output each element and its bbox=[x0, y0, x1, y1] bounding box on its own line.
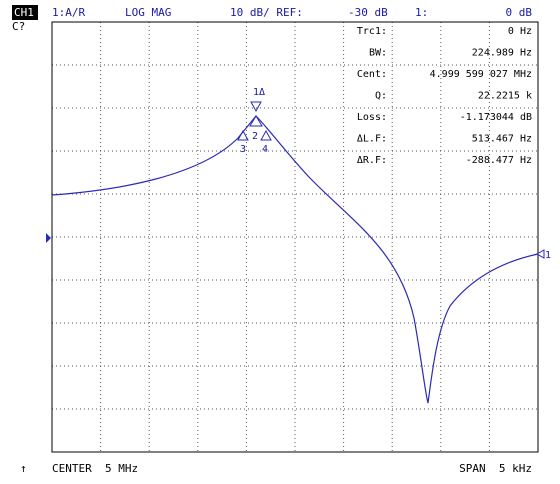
marker-4-label: 4 bbox=[262, 144, 268, 155]
center: CENTER 5 MHz bbox=[52, 462, 138, 475]
readout-value: 513.467 Hz bbox=[472, 134, 532, 145]
readout-label: ΔR.F: bbox=[357, 155, 387, 166]
marker-readout: Trc1: 0 Hz BW: 224.989 Hz Cent: 4.999 599 027… bbox=[357, 26, 532, 166]
marker-value: 0 dB bbox=[506, 6, 533, 19]
readout-value: 0 Hz bbox=[508, 26, 532, 37]
readout-value: 4.999 599 027 MHz bbox=[430, 69, 532, 80]
span: SPAN 5 kHz bbox=[459, 462, 532, 475]
channel: CH1 bbox=[14, 6, 34, 19]
measurement: 1:A/R bbox=[52, 6, 85, 19]
grid bbox=[52, 22, 538, 452]
reference-arrow bbox=[46, 233, 51, 243]
readout-value: -288.477 Hz bbox=[466, 155, 532, 166]
ref-marker bbox=[535, 249, 545, 259]
readout-label: BW: bbox=[369, 48, 387, 59]
reference: -30 dB bbox=[348, 6, 388, 19]
readout-value: -1.173044 dB bbox=[460, 112, 532, 123]
readout-label: ΔL.F: bbox=[357, 134, 387, 145]
marker-1 bbox=[250, 101, 262, 113]
trace bbox=[51, 115, 539, 404]
format: LOG MAG bbox=[125, 6, 171, 19]
marker-4 bbox=[260, 129, 272, 141]
readout-value: 224.989 Hz bbox=[472, 48, 532, 59]
marker-label: 1: bbox=[415, 6, 428, 19]
readout-value: 22.2215 k bbox=[478, 91, 532, 102]
marker-3 bbox=[237, 129, 249, 141]
marker-2-label: 2 bbox=[252, 131, 258, 142]
footer-arrow: ↑ bbox=[20, 462, 27, 475]
readout-label: Cent: bbox=[357, 69, 387, 80]
channel-box bbox=[12, 5, 38, 20]
marker-2 bbox=[249, 115, 263, 127]
marker-3-label: 3 bbox=[240, 144, 246, 155]
readout-label: Loss: bbox=[357, 112, 387, 123]
readout-label: Q: bbox=[375, 91, 387, 102]
status: C? bbox=[12, 20, 25, 33]
scale: 10 dB/ REF: bbox=[230, 6, 303, 19]
marker-1-label: 1Δ bbox=[253, 87, 265, 98]
ref-marker-label: 1 bbox=[545, 250, 551, 261]
readout-label: Trc1: bbox=[357, 26, 387, 37]
plot-frame bbox=[51, 21, 539, 453]
